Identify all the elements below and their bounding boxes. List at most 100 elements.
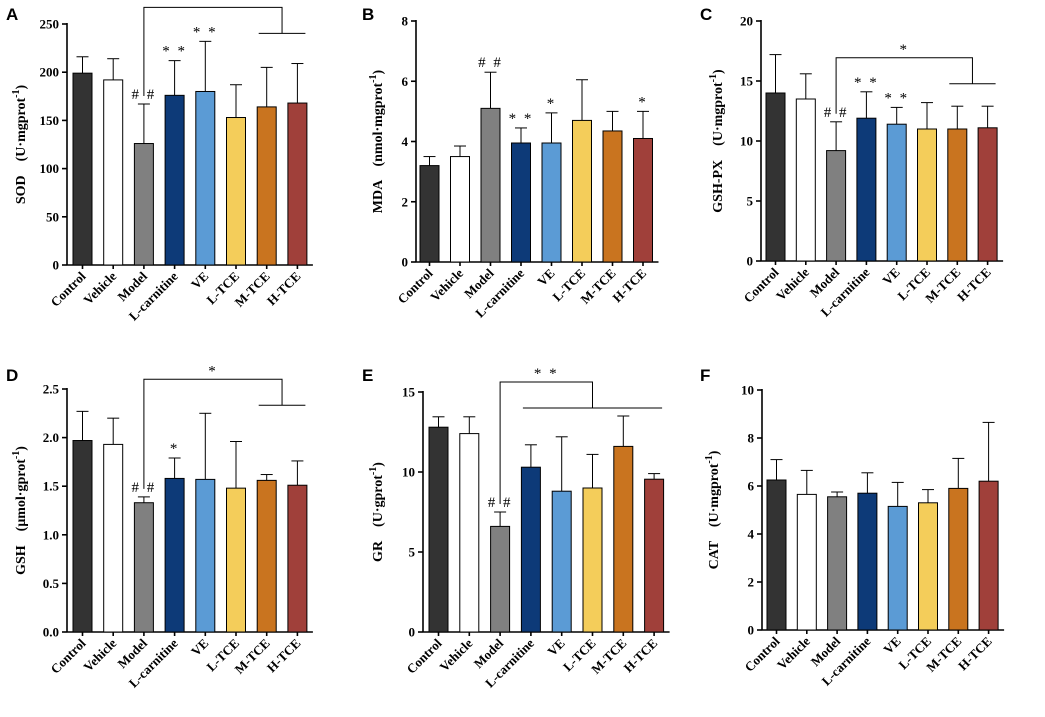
x-tick-label: M-TCE [588,636,629,677]
x-tick-label: Vehicle [773,264,812,303]
y-axis-label-close: ) [14,85,29,90]
significance-mark: * [638,94,648,110]
significance-mark: # # [824,105,849,121]
y-axis-label: GSH-PX (U·mgprot-1) [708,69,726,213]
y-tick-label: 0.5 [43,576,60,591]
bar-l-carnitine [164,477,185,633]
significance-bracket [143,378,283,489]
bar-control [765,92,786,262]
y-tick-label: 5 [747,194,754,209]
x-tick-label: VE [544,636,567,659]
x-tick-label: VE [880,634,903,657]
bar-l-carnitine [857,492,878,631]
y-tick-label: 2.0 [43,430,59,445]
bar-l-carnitine [520,466,541,633]
y-tick-label: 8 [402,14,409,29]
y-axis-label-superscript: -1 [368,467,379,475]
bar-model [827,496,848,631]
bar-ve [195,478,216,633]
y-axis-label-text: SOD (U·mgprot [14,98,29,205]
bar-m-tce [613,445,634,633]
x-tick-label: H-TCE [264,636,304,676]
x-tick-label: Control [741,264,782,305]
y-tick-label: 6 [402,74,409,89]
y-tick-label: 15 [402,385,416,400]
panel-letter: C [700,5,712,24]
y-axis-label-close: ) [711,69,726,74]
y-tick-label: 4 [402,134,409,149]
bar-ve [886,123,907,262]
bar-vehicle [459,433,480,633]
significance-mark: * * [884,90,909,106]
bar-h-tce [977,127,998,262]
y-tick-label: 50 [46,209,59,224]
y-tick-label: 0 [748,623,755,638]
x-tick-label: Vehicle [437,635,476,674]
bar-m-tce [602,130,623,263]
y-tick-label: 0 [53,258,60,273]
significance-mark: # # [132,87,157,103]
bar-vehicle [103,79,124,266]
significance-mark: # # [488,495,513,511]
x-tick-label: VE [188,636,211,659]
bar-vehicle [450,156,470,263]
bar-vehicle [796,493,817,631]
y-tick-label: 200 [40,65,60,80]
bracket-label: * * [534,366,559,382]
bar-model [480,107,501,263]
y-tick-label: 100 [40,161,60,176]
y-axis-label-text: GSH-PX (U·mgprot [711,82,726,213]
panel-d: D GSH (μmol·gprot-1) 0.0 0.5 1.0 1.5 2.0 2.5 Con… [6,363,313,691]
y-axis-label: SOD (U·mgprot-1) [11,85,29,205]
x-tick-label: H-TCE [621,636,661,676]
bar-l-tce [917,128,937,262]
bar-m-tce [256,479,277,633]
y-tick-label: 2 [748,575,755,590]
y-tick-label: 6 [748,479,755,494]
bar-l-tce [582,487,603,633]
bar-l-carnitine [856,117,877,262]
bracket-label: * [208,363,218,379]
y-tick-label: 150 [40,113,60,128]
x-tick-label: Vehicle [80,635,119,674]
bar-h-tce [978,480,999,631]
bar-ve [551,490,572,633]
panel-letter: F [700,366,710,385]
y-axis-label-text: CAT (U·mgprot [707,463,722,569]
significance-bracket [143,6,283,97]
significance-mark: * [170,441,180,457]
significance-mark: * [547,96,557,112]
x-tick-label: VE [188,269,211,292]
x-tick-label: Vehicle [80,268,119,307]
panel-e: EGR (U·gprot-1)051015ControlVehicleModel… [362,366,670,691]
bar-ve [541,142,562,263]
bar-m-tce [256,106,277,266]
bar-model [490,525,511,633]
y-axis-label: CAT (U·mgprot-1) [704,450,722,569]
y-tick-label: 10 [402,465,415,480]
y-tick-label: 0 [402,255,409,270]
significance-mark: # # [132,480,157,496]
bracket-label: * [208,0,218,7]
panel-letter: E [362,366,373,385]
bar-control [72,72,93,266]
y-axis-label-close: ) [371,462,386,467]
y-tick-label: 4 [748,527,755,542]
y-axis-label-text: GR (U·gprot [371,475,386,562]
y-tick-label: 5 [409,545,416,560]
significance-mark: # # [478,55,503,71]
x-tick-label: M-TCE [232,636,273,677]
bar-l-tce [918,502,938,631]
bar-control [72,440,93,633]
y-tick-label: 2.5 [43,382,60,397]
x-tick-label: VE [879,265,902,288]
y-axis-label-close: ) [14,446,29,451]
y-axis-label-text: GSH (μmol·gprot [14,459,29,575]
bar-model [826,150,847,262]
x-tick-label: Control [404,635,445,676]
panel-c: C GSH-PX (U·mgprot-1) 0 5 10 15 20 ControlVehic… [700,5,1004,320]
x-tick-label: Vehicle [427,265,466,304]
significance-mark: * * [193,24,218,40]
